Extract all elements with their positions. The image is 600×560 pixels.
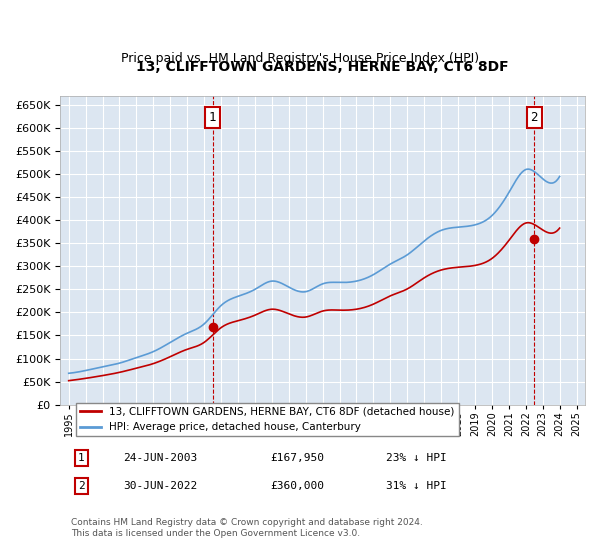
Text: £167,950: £167,950 xyxy=(270,453,324,463)
Text: 2: 2 xyxy=(530,111,538,124)
Legend: 13, CLIFFTOWN GARDENS, HERNE BAY, CT6 8DF (detached house), HPI: Average price, : 13, CLIFFTOWN GARDENS, HERNE BAY, CT6 8D… xyxy=(76,403,459,436)
Text: 31% ↓ HPI: 31% ↓ HPI xyxy=(386,481,446,491)
Text: 23% ↓ HPI: 23% ↓ HPI xyxy=(386,453,446,463)
Text: 1: 1 xyxy=(209,111,217,124)
Text: 1: 1 xyxy=(78,453,85,463)
Text: £360,000: £360,000 xyxy=(270,481,324,491)
Text: Contains HM Land Registry data © Crown copyright and database right 2024.
This d: Contains HM Land Registry data © Crown c… xyxy=(71,519,422,538)
Text: 24-JUN-2003: 24-JUN-2003 xyxy=(123,453,197,463)
Text: Price paid vs. HM Land Registry's House Price Index (HPI): Price paid vs. HM Land Registry's House … xyxy=(121,52,479,66)
Text: 30-JUN-2022: 30-JUN-2022 xyxy=(123,481,197,491)
Title: 13, CLIFFTOWN GARDENS, HERNE BAY, CT6 8DF: 13, CLIFFTOWN GARDENS, HERNE BAY, CT6 8D… xyxy=(136,60,509,74)
Text: 2: 2 xyxy=(78,481,85,491)
